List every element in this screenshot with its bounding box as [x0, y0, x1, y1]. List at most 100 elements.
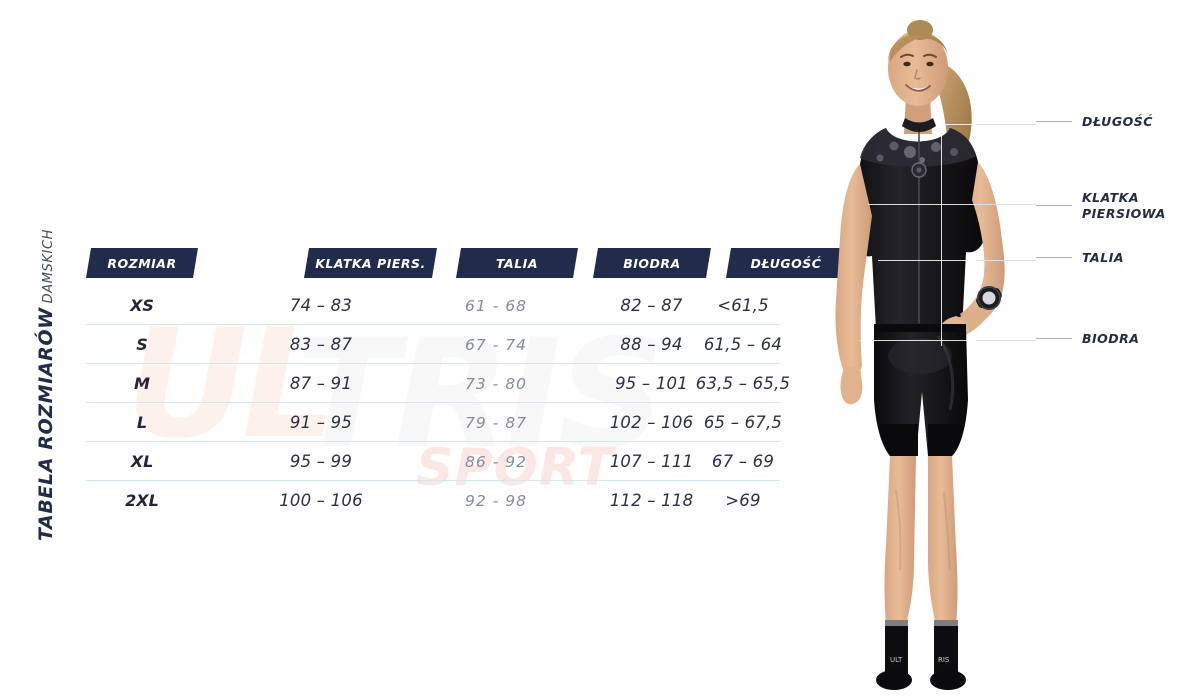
wrist-watch-icon — [976, 286, 1002, 310]
cell-waist: 67 - 74 — [416, 325, 576, 364]
guide-line-waist — [878, 260, 976, 261]
table-row: XS 74 – 83 61 - 68 82 – 87 <61,5 — [86, 286, 780, 325]
svg-text:ULT: ULT — [890, 656, 903, 664]
cell-waist: 86 - 92 — [416, 442, 576, 481]
column-header-label: DŁUGOŚĆ — [750, 255, 822, 271]
cell-hips: 112 – 118 — [564, 481, 739, 520]
column-header-talia: TALIA — [456, 248, 578, 278]
cell-value: 86 - 92 — [465, 452, 527, 471]
table-row: XL 95 – 99 86 - 92 107 – 111 67 – 69 — [86, 442, 780, 481]
cell-value: 83 – 87 — [289, 335, 353, 354]
leader-line-icon — [1036, 338, 1072, 340]
cell-value: 61 - 68 — [465, 296, 527, 315]
page-title-sub: DAMSKICH — [41, 228, 56, 304]
model-illustration: ULT RIS — [835, 20, 1005, 690]
column-header-rozmiar: ROZMIAR — [86, 248, 198, 278]
cell-hips: 107 – 111 — [564, 442, 739, 481]
chart-title-vertical: TABELA ROZMIARÓW DAMSKICH — [18, 229, 74, 541]
callout-label: DŁUGOŚĆ — [1082, 114, 1153, 129]
cell-size: XL — [86, 442, 198, 481]
table-row: L 91 – 95 79 - 87 102 – 106 65 – 67,5 — [86, 403, 783, 442]
cell-value: 88 – 94 — [620, 335, 683, 354]
cell-chest: 100 – 106 — [226, 481, 416, 520]
cell-chest: 74 – 83 — [226, 286, 416, 325]
guide-line-hips-extension — [976, 340, 1036, 341]
cell-value: 61,5 – 64 — [703, 335, 783, 354]
cell-size: S — [86, 325, 198, 364]
cell-value: M — [134, 374, 150, 393]
guide-line-length-extension — [976, 124, 1036, 125]
guide-line-chest-extension — [976, 204, 1036, 205]
cell-length: >69 — [706, 481, 780, 520]
callout-label: TALIA — [1082, 250, 1125, 265]
cell-chest: 95 – 99 — [226, 442, 416, 481]
cell-hips: 95 – 101 — [564, 364, 739, 403]
table-header-row: ROZMIAR KLATKA PIERS. TALIA BIODRA DŁUGO… — [86, 248, 780, 280]
cell-length: <61,5 — [706, 286, 780, 325]
cell-size: 2XL — [86, 481, 198, 520]
cell-length: 63,5 – 65,5 — [696, 364, 790, 403]
cell-waist: 61 - 68 — [416, 286, 576, 325]
column-header-label: ROZMIAR — [107, 255, 177, 271]
cell-waist: 92 - 98 — [416, 481, 576, 520]
cell-value: 73 - 80 — [465, 374, 527, 393]
cell-length: 67 – 69 — [706, 442, 780, 481]
callout-klatka-piersiowa: KLATKA PIERSIOWA — [1036, 190, 1166, 221]
leader-line-icon — [1036, 205, 1072, 207]
callout-talia: TALIA — [1036, 250, 1124, 266]
leader-line-icon — [1036, 257, 1072, 259]
model-photo: ULT RIS — [790, 0, 1060, 700]
cell-hips: 82 – 87 — [564, 286, 739, 325]
cell-value: 102 – 106 — [609, 413, 694, 432]
table-row: M 87 – 91 73 - 80 95 – 101 63,5 – 65,5 — [86, 364, 790, 403]
callout-dlugosc: DŁUGOŚĆ — [1036, 114, 1153, 130]
cell-value: 67 – 69 — [711, 452, 775, 471]
column-header-label: KLATKA PIERS. — [315, 255, 426, 271]
cell-value: 100 – 106 — [279, 491, 363, 510]
cell-waist: 73 - 80 — [416, 364, 576, 403]
guide-line-length-vertical — [941, 124, 942, 346]
column-header-klatka-piers: KLATKA PIERS. — [304, 248, 437, 278]
guide-line-waist-extension — [976, 260, 1036, 261]
cell-value: 63,5 – 65,5 — [695, 374, 791, 393]
cell-size: M — [86, 364, 198, 403]
guide-line-chest — [868, 204, 976, 205]
callout-label: BIODRA — [1082, 331, 1140, 346]
table-row: S 83 – 87 67 - 74 88 – 94 61,5 – 64 — [86, 325, 783, 364]
cell-value: 95 – 99 — [289, 452, 353, 471]
cell-chest: 87 – 91 — [226, 364, 416, 403]
column-header-label: TALIA — [495, 255, 539, 271]
cell-value: 79 - 87 — [465, 413, 527, 432]
cell-value: L — [136, 413, 148, 432]
column-header-dlugosc: DŁUGOŚĆ — [726, 248, 846, 278]
cell-value: 95 – 101 — [615, 374, 688, 393]
cell-waist: 79 - 87 — [416, 403, 576, 442]
cell-value: XS — [130, 296, 154, 315]
column-header-label: BIODRA — [623, 255, 681, 271]
guide-line-hips — [860, 340, 976, 341]
guide-line-length — [941, 124, 976, 125]
cell-value: 2XL — [125, 491, 159, 510]
size-table: TRIS UL SPORT ROZMIAR KLATKA PIERS. TALI… — [86, 248, 780, 522]
cell-value: 91 – 95 — [289, 413, 353, 432]
cell-chest: 83 – 87 — [226, 325, 416, 364]
cell-length: 61,5 – 64 — [703, 325, 783, 364]
cell-value: S — [136, 335, 148, 354]
cell-length: 65 – 67,5 — [703, 403, 783, 442]
cell-value: 92 - 98 — [465, 491, 527, 510]
cell-value: 65 – 67,5 — [703, 413, 783, 432]
cell-value: 82 – 87 — [620, 296, 683, 315]
page-title: TABELA ROZMIARÓW — [35, 307, 57, 542]
callout-biodra: BIODRA — [1036, 331, 1139, 347]
cell-hips: 102 – 106 — [564, 403, 739, 442]
cell-value: 87 – 91 — [289, 374, 353, 393]
svg-text:RIS: RIS — [938, 656, 950, 664]
cell-value: XL — [130, 452, 154, 471]
cell-size: L — [86, 403, 198, 442]
table-body: XS 74 – 83 61 - 68 82 – 87 <61,5 S 83 – … — [86, 286, 790, 520]
cell-value: 67 - 74 — [465, 335, 527, 354]
column-header-biodra: BIODRA — [593, 248, 711, 278]
cell-value: >69 — [725, 491, 761, 510]
